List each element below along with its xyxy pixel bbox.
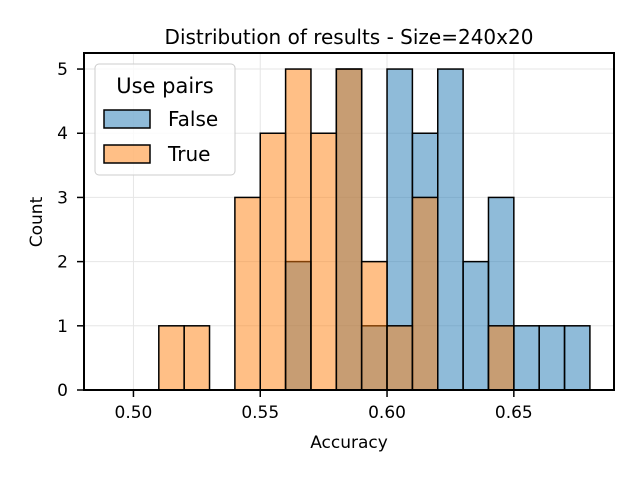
bar-true-10 bbox=[360, 260, 388, 391]
bar-false-13 bbox=[437, 68, 464, 391]
bar-true-12 bbox=[411, 196, 439, 391]
chart-title: Distribution of results - Size=240x20 bbox=[165, 25, 534, 49]
y-tick-label-5: 5 bbox=[57, 60, 68, 80]
legend-swatch-false bbox=[103, 109, 151, 129]
y-tick-label-1: 1 bbox=[57, 317, 68, 337]
bar-true-7 bbox=[284, 68, 312, 391]
x-tick-label-3: 0.65 bbox=[495, 403, 533, 423]
x-tick-label-1: 0.55 bbox=[241, 403, 279, 423]
bar-true-6 bbox=[259, 132, 287, 391]
x-axis-ticks: 0.50 0.55 0.60 0.65 bbox=[115, 390, 533, 423]
bar-true-3 bbox=[183, 325, 211, 391]
legend-label-false: False bbox=[168, 107, 218, 131]
legend: Use pairs False True bbox=[94, 63, 236, 176]
bar-true-15 bbox=[487, 325, 515, 391]
bar-true-5 bbox=[234, 196, 261, 391]
y-tick-label-0: 0 bbox=[57, 381, 68, 401]
bar-true-11 bbox=[386, 325, 414, 391]
bar-false-18 bbox=[563, 325, 591, 391]
bar-true-9 bbox=[335, 68, 363, 391]
x-tick-label-0: 0.50 bbox=[115, 403, 153, 423]
y-tick-label-3: 3 bbox=[57, 188, 68, 208]
bar-true-8 bbox=[310, 132, 338, 391]
bar-false-17 bbox=[538, 325, 566, 391]
plot-frame bbox=[83, 52, 615, 391]
y-axis-label: Count bbox=[27, 196, 47, 247]
x-axis-label: Accuracy bbox=[310, 433, 388, 453]
y-axis-ticks: 0 1 2 3 4 5 bbox=[57, 60, 84, 401]
x-tick-label-2: 0.60 bbox=[368, 403, 406, 423]
y-tick-label-2: 2 bbox=[57, 253, 68, 273]
bar-false-14 bbox=[462, 260, 490, 391]
legend-title: Use pairs bbox=[116, 74, 214, 98]
legend-swatch-true bbox=[103, 144, 151, 164]
bar-true-2 bbox=[158, 325, 185, 391]
legend-label-true: True bbox=[167, 142, 210, 166]
y-tick-label-4: 4 bbox=[57, 124, 68, 144]
bar-false-16 bbox=[513, 325, 540, 391]
